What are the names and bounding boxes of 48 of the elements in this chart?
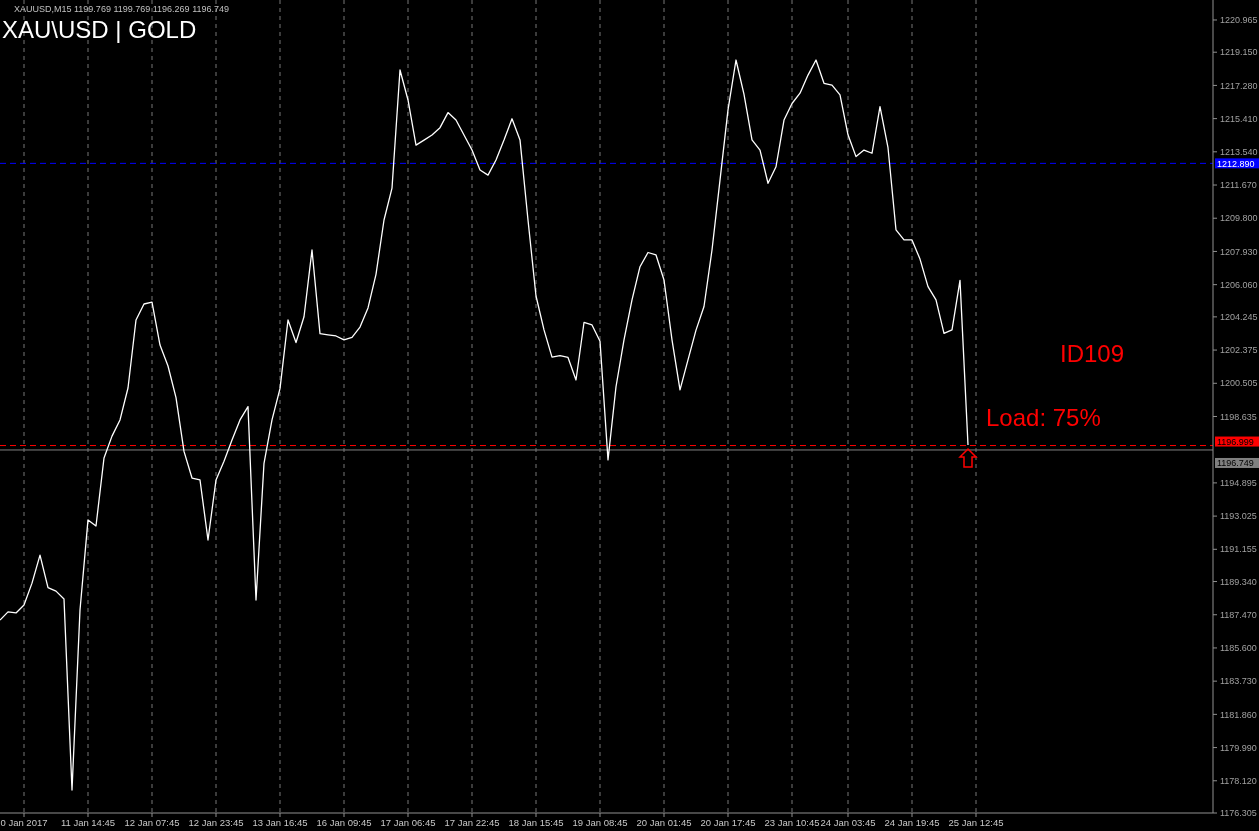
- y-tick-label: 1211.670: [1220, 180, 1257, 191]
- annotation: XAUUSD,M15 1199.769 1199.769 1196.269 1196.749: [14, 4, 229, 15]
- ref-line-label: 1196.999: [1217, 436, 1254, 447]
- y-tick-label: 1179.990: [1220, 742, 1257, 753]
- y-tick-label: 1207.930: [1220, 246, 1258, 257]
- x-tick-label: 17 Jan 06:45: [380, 817, 436, 828]
- x-tick-label: 20 Jan 01:45: [636, 817, 692, 828]
- x-tick-label: 16 Jan 09:45: [316, 817, 372, 828]
- y-tick-label: 1220.965: [1220, 15, 1258, 26]
- x-tick-label: 23 Jan 10:45: [764, 817, 820, 828]
- x-tick-label: 11 Jan 14:45: [60, 817, 116, 828]
- y-tick-label: 1209.800: [1220, 213, 1258, 224]
- y-tick-label: 1198.635: [1220, 411, 1257, 422]
- y-tick-label: 1176.305: [1220, 808, 1257, 819]
- y-tick-label: 1181.860: [1220, 709, 1257, 720]
- x-tick-label: 20 Jan 17:45: [700, 817, 756, 828]
- annotation: Load: 75%: [986, 404, 1101, 432]
- x-tick-label: 17 Jan 22:45: [444, 817, 500, 828]
- x-tick-label: 19 Jan 08:45: [572, 817, 628, 828]
- y-tick-label: 1217.280: [1220, 80, 1258, 91]
- y-tick-label: 1187.470: [1220, 609, 1257, 620]
- ref-line-label: 1196.749: [1217, 458, 1254, 469]
- x-tick-label: 24 Jan 19:45: [884, 817, 940, 828]
- y-tick-label: 1189.340: [1220, 576, 1257, 587]
- y-tick-label: 1206.060: [1220, 279, 1258, 290]
- y-tick-label: 1193.025: [1220, 511, 1257, 522]
- x-tick-label: 24 Jan 03:45: [820, 817, 876, 828]
- y-tick-label: 1213.540: [1220, 146, 1258, 157]
- x-tick-label: 12 Jan 23:45: [188, 817, 244, 828]
- annotation: ID109: [1060, 340, 1125, 368]
- x-tick-label: 25 Jan 12:45: [948, 817, 1004, 828]
- y-tick-label: 1204.245: [1220, 312, 1258, 323]
- y-tick-label: 1183.730: [1220, 676, 1257, 687]
- ref-line-label: 1212.890: [1217, 158, 1255, 169]
- line-series: [0, 59, 969, 791]
- x-tick-label: 0 Jan 2017: [0, 817, 48, 828]
- x-tick-label: 13 Jan 16:45: [252, 817, 308, 828]
- x-tick-label: 18 Jan 15:45: [508, 817, 564, 828]
- y-tick-label: 1219.150: [1220, 47, 1258, 58]
- y-tick-label: 1178.120: [1220, 775, 1257, 786]
- y-tick-label: 1215.410: [1220, 113, 1258, 124]
- y-tick-label: 1191.155: [1220, 544, 1257, 555]
- y-tick-label: 1185.600: [1220, 643, 1257, 654]
- y-tick-label: 1200.505: [1220, 378, 1258, 389]
- text: XAU\USD | GOLD: [2, 16, 197, 43]
- x-tick-label: 12 Jan 07:45: [124, 817, 180, 828]
- y-tick-label: 1194.895: [1220, 478, 1257, 489]
- y-tick-label: 1202.375: [1220, 345, 1258, 356]
